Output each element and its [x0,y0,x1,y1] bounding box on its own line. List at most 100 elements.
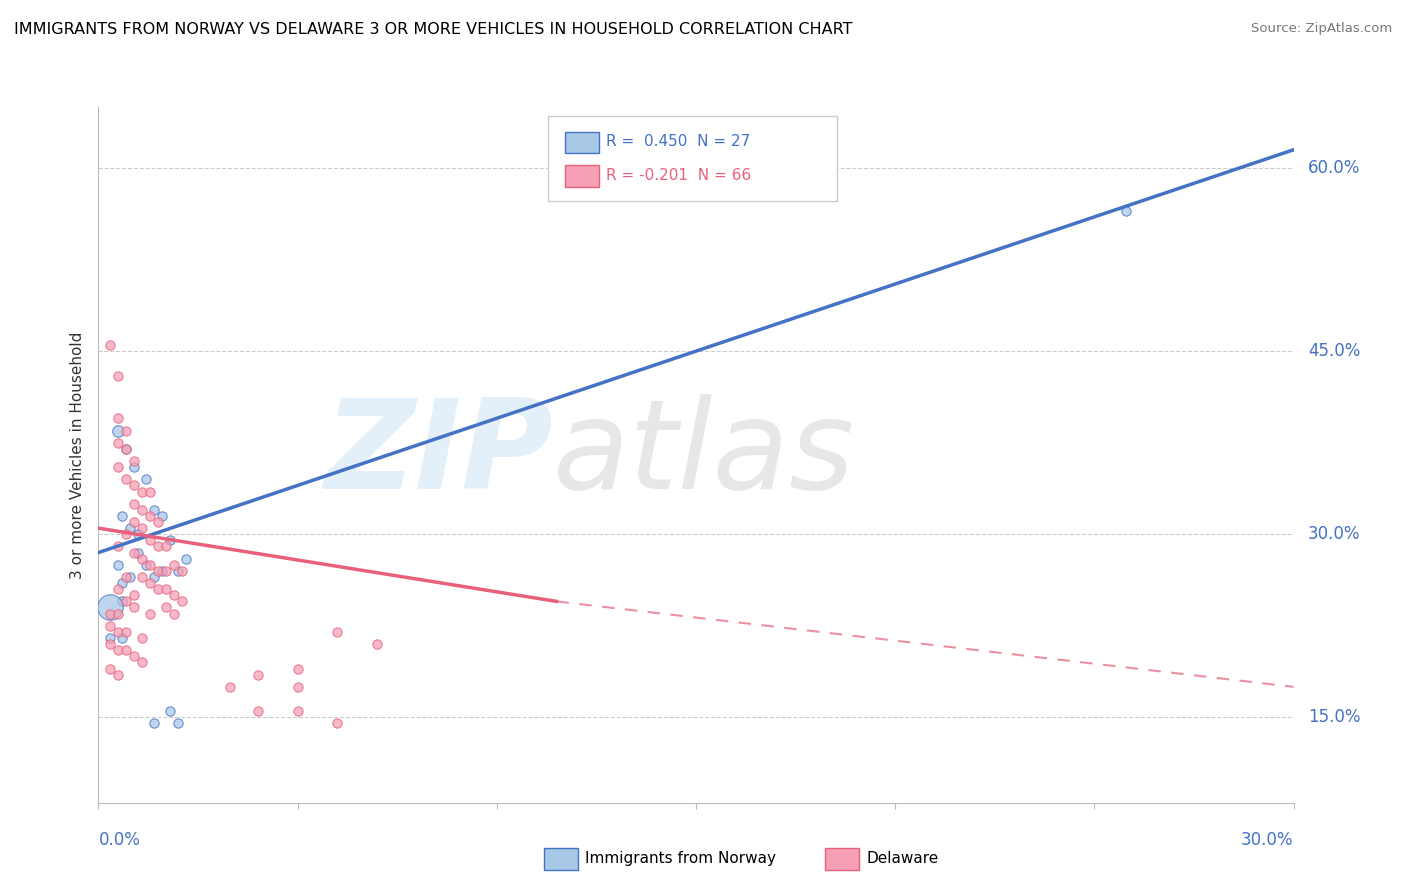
Point [115,472,138,486]
Point [139,508,162,523]
Point [120,521,142,535]
Point [131,503,153,517]
Point [127,545,149,559]
Point [167,716,190,731]
Point [107,435,129,450]
Point [107,667,129,681]
Point [115,424,138,438]
Point [98,631,122,645]
Point [219,680,242,694]
Point [127,527,149,541]
Point [115,527,138,541]
Point [120,570,142,584]
Point [326,716,349,731]
Point [111,576,134,591]
Point [163,558,186,572]
Point [174,551,197,566]
Point [135,472,157,486]
Point [148,515,170,529]
Point [107,582,129,597]
Point [111,594,134,608]
Point [98,600,122,615]
Point [131,484,153,499]
Point [167,564,190,578]
Text: Immigrants from Norway: Immigrants from Norway [585,851,776,865]
Point [139,576,162,591]
Point [326,624,349,639]
Text: R = -0.201  N = 66: R = -0.201 N = 66 [606,168,751,183]
Point [148,564,170,578]
Point [124,497,146,511]
Point [155,540,177,554]
Point [159,704,181,718]
Point [172,594,194,608]
Text: 15.0%: 15.0% [1308,708,1361,726]
Point [115,442,138,456]
Point [107,558,129,572]
Point [148,540,170,554]
Point [150,564,173,578]
Text: 0.0%: 0.0% [98,830,141,848]
Point [124,454,146,468]
Point [111,508,134,523]
Point [143,503,166,517]
Text: 30.0%: 30.0% [1241,830,1294,848]
Point [107,624,129,639]
Point [107,460,129,475]
Point [131,551,153,566]
Point [131,521,153,535]
Point [287,680,309,694]
Point [98,661,122,675]
Point [143,716,166,731]
Text: IMMIGRANTS FROM NORWAY VS DELAWARE 3 OR MORE VEHICLES IN HOUSEHOLD CORRELATION C: IMMIGRANTS FROM NORWAY VS DELAWARE 3 OR … [14,22,852,37]
Y-axis label: 3 or more Vehicles in Household: 3 or more Vehicles in Household [70,331,86,579]
Point [115,624,138,639]
Point [155,600,177,615]
Point [124,600,146,615]
Point [124,515,146,529]
Point [163,607,186,621]
Point [139,533,162,548]
Point [107,540,129,554]
Point [111,631,134,645]
Point [115,643,138,657]
Point [139,607,162,621]
Point [139,484,162,499]
Point [172,564,194,578]
Point [148,582,170,597]
Point [98,637,122,651]
Point [107,643,129,657]
Text: 60.0%: 60.0% [1308,159,1360,178]
Point [150,508,173,523]
Point [287,704,309,718]
Point [287,661,309,675]
Point [131,631,153,645]
Point [98,338,122,352]
Point [124,478,146,492]
Text: Delaware: Delaware [866,851,938,865]
Point [115,570,138,584]
Point [107,607,129,621]
Text: R =  0.450  N = 27: R = 0.450 N = 27 [606,134,751,149]
Point [107,368,129,383]
Text: ZIP: ZIP [323,394,553,516]
Point [98,607,122,621]
Point [143,570,166,584]
Point [107,424,129,438]
Point [163,588,186,602]
Point [246,667,269,681]
Point [115,594,138,608]
Point [124,649,146,664]
Point [124,545,146,559]
Point [1115,203,1137,218]
Point [159,533,181,548]
Point [131,570,153,584]
Point [139,558,162,572]
Text: 45.0%: 45.0% [1308,343,1360,360]
Point [124,460,146,475]
Point [155,564,177,578]
Point [246,704,269,718]
Point [155,582,177,597]
Text: Source: ZipAtlas.com: Source: ZipAtlas.com [1251,22,1392,36]
Point [135,558,157,572]
